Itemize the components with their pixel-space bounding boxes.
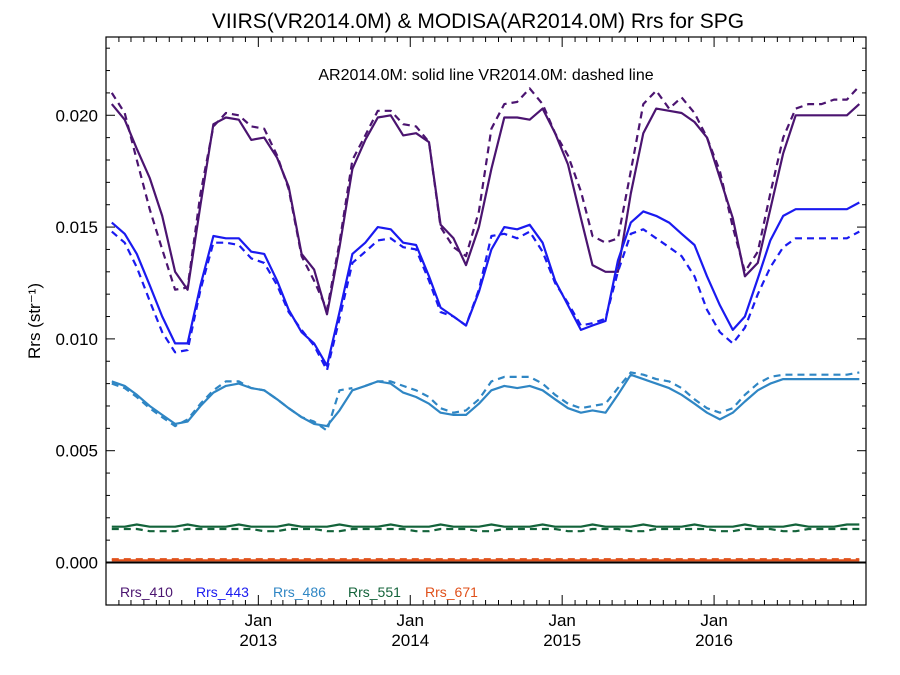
series-rrs-486-dashed [111,371,860,432]
x-tick-month-label: Jan [245,611,272,630]
series-rrs-410-dashed [110,85,861,311]
x-tick-month-label: Jan [548,611,575,630]
series-rrs-443-solid [111,201,860,367]
y-tick-label: 0.015 [55,218,98,237]
series-rrs-486-solid [111,373,860,428]
x-tick-month-label: Jan [397,611,424,630]
y-axis-label: Rrs (str⁻¹) [25,283,44,359]
x-tick-year-label: 2013 [239,631,277,650]
x-tick-month-label: Jan [700,611,727,630]
plot-area: AR2014.0M: solid line VR2014.0M: dashed … [55,36,867,650]
legend-item-rrs-486: Rrs_486 [273,584,326,600]
series-rrs-551-dashed [111,527,860,533]
line-style-annotation: AR2014.0M: solid line VR2014.0M: dashed … [318,67,653,84]
y-tick-label: 0.000 [55,554,98,573]
legend: Rrs_410 Rrs_443 Rrs_486 Rrs_551 Rrs_671 [120,584,478,600]
legend-item-rrs-551: Rrs_551 [348,584,401,600]
x-tick-year-label: 2014 [391,631,429,650]
chart-title: VIIRS(VR2014.0M) & MODISA(AR2014.0M) Rrs… [212,10,744,33]
y-tick-label: 0.005 [55,442,98,461]
series-rrs-551-solid [111,523,860,528]
series-rrs-443-dashed [111,228,860,372]
legend-item-rrs-671: Rrs_671 [425,584,478,600]
legend-item-rrs-443: Rrs_443 [196,584,249,600]
series-rrs-410-solid [110,103,861,316]
y-tick-label: 0.010 [55,330,98,349]
x-tick-year-label: 2015 [543,631,581,650]
x-tick-year-label: 2016 [695,631,733,650]
y-tick-label: 0.020 [55,106,98,125]
y-axis-ticks: 0.000 0.005 0.010 0.015 0.020 [55,47,866,573]
legend-item-rrs-410: Rrs_410 [120,584,173,600]
plot-frame [105,36,867,606]
series-lines [110,85,861,562]
